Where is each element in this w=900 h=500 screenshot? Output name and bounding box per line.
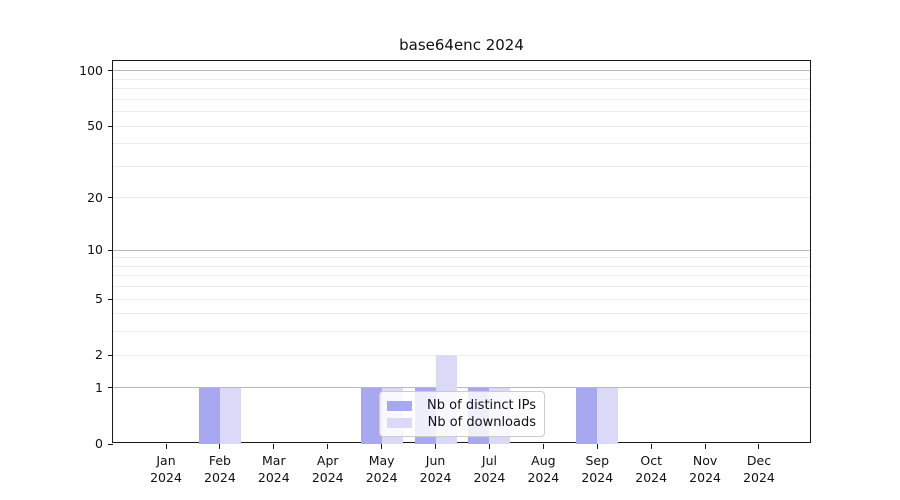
x-tick-month: Jan bbox=[156, 453, 176, 468]
y-axis-tick bbox=[108, 387, 113, 389]
x-axis-tick-label: Sep 2024 bbox=[565, 452, 629, 486]
legend-patch-distinct-ips bbox=[387, 400, 412, 411]
legend-item-downloads: Nb of downloads bbox=[387, 414, 536, 431]
y-axis-tick bbox=[108, 249, 113, 251]
x-tick-month: Jun bbox=[425, 453, 446, 468]
x-tick-year: 2024 bbox=[365, 470, 398, 485]
y-axis-tick bbox=[108, 354, 113, 356]
x-axis-tick bbox=[488, 444, 490, 449]
gridline-minor bbox=[113, 257, 810, 259]
x-axis-tick-label: Aug 2024 bbox=[511, 452, 575, 486]
x-axis-tick-label: Jul 2024 bbox=[457, 452, 521, 486]
y-axis-tick bbox=[108, 298, 113, 300]
legend: Nb of distinct IPs Nb of downloads bbox=[379, 391, 545, 437]
bar-distinct-ips-feb bbox=[198, 387, 220, 444]
gridline-major bbox=[113, 387, 810, 389]
gridline-minor bbox=[113, 313, 810, 315]
gridline-major bbox=[113, 249, 810, 251]
gridline-minor bbox=[113, 143, 810, 145]
x-axis-tick bbox=[327, 444, 329, 449]
x-tick-month: Feb bbox=[208, 453, 231, 468]
x-tick-year: 2024 bbox=[311, 470, 344, 485]
x-tick-year: 2024 bbox=[473, 470, 506, 485]
x-tick-month: Dec bbox=[746, 453, 772, 468]
y-axis-tick-label: 0 bbox=[95, 436, 103, 451]
x-tick-month: Jul bbox=[481, 453, 497, 468]
y-axis-tick-label: 5 bbox=[95, 291, 103, 307]
gridline-minor bbox=[113, 197, 810, 199]
y-axis-tick-label: 20 bbox=[87, 189, 103, 205]
legend-label-distinct-ips: Nb of distinct IPs bbox=[427, 398, 536, 413]
x-tick-year: 2024 bbox=[581, 470, 614, 485]
x-tick-month: Nov bbox=[692, 453, 718, 468]
y-axis-tick-label: 50 bbox=[87, 118, 103, 134]
x-axis-tick-label: Jun 2024 bbox=[404, 452, 468, 486]
x-axis-tick bbox=[596, 444, 598, 449]
x-axis-tick bbox=[704, 444, 706, 449]
x-axis-tick bbox=[381, 444, 383, 449]
y-axis-tick bbox=[108, 443, 113, 445]
legend-item-distinct-ips: Nb of distinct IPs bbox=[387, 397, 536, 414]
x-tick-year: 2024 bbox=[743, 470, 775, 485]
x-axis-tick-label: Oct 2024 bbox=[619, 452, 683, 486]
x-tick-month: Oct bbox=[640, 453, 662, 468]
x-axis-tick-label: Apr 2024 bbox=[296, 452, 360, 486]
x-axis-tick bbox=[273, 444, 275, 449]
y-axis-tick bbox=[108, 197, 113, 199]
gridline-minor bbox=[113, 354, 810, 356]
x-tick-year: 2024 bbox=[257, 470, 290, 485]
x-axis-tick-label: Dec 2024 bbox=[727, 452, 791, 486]
x-axis-tick bbox=[435, 444, 437, 449]
gridline-minor bbox=[113, 165, 810, 167]
gridline-minor bbox=[113, 98, 810, 100]
x-axis-tick bbox=[219, 444, 221, 449]
gridline-minor bbox=[113, 88, 810, 90]
y-axis-tick-label: 1 bbox=[95, 379, 103, 395]
y-axis-tick bbox=[108, 70, 113, 72]
gridline-minor bbox=[113, 111, 810, 113]
x-axis-tick bbox=[542, 444, 544, 449]
x-axis-tick bbox=[758, 444, 760, 449]
x-tick-month: May bbox=[368, 453, 395, 468]
gridline-minor bbox=[113, 265, 810, 267]
x-axis-tick-label: Jan 2024 bbox=[134, 452, 198, 486]
bar-distinct-ips-may bbox=[360, 387, 382, 444]
x-axis-tick bbox=[165, 444, 167, 449]
x-axis-tick bbox=[650, 444, 652, 449]
x-axis-tick-label: Mar 2024 bbox=[242, 452, 306, 486]
gridline-minor bbox=[113, 78, 810, 80]
x-axis-tick-label: Feb 2024 bbox=[188, 452, 252, 486]
gridline-minor bbox=[113, 125, 810, 127]
x-tick-month: Mar bbox=[262, 453, 286, 468]
gridline-minor bbox=[113, 298, 810, 300]
x-tick-month: Aug bbox=[531, 453, 556, 468]
gridline-minor bbox=[113, 286, 810, 288]
x-tick-year: 2024 bbox=[527, 470, 560, 485]
plot-area: 0 1 2 5 10 20 50 100 Jan 2024 Feb 2024 Mar 2024 Apr 202… bbox=[79, 60, 811, 485]
bar-distinct-ips-sep bbox=[576, 387, 598, 444]
x-tick-month: Sep bbox=[585, 453, 610, 468]
y-axis-tick-label: 10 bbox=[87, 242, 103, 258]
bar-downloads-feb bbox=[219, 387, 241, 444]
chart-title: base64enc 2024 bbox=[399, 36, 524, 54]
legend-patch-downloads bbox=[387, 417, 412, 428]
x-tick-year: 2024 bbox=[150, 470, 182, 485]
gridline-minor bbox=[113, 331, 810, 333]
y-axis-tick bbox=[108, 125, 113, 127]
y-axis-tick-label: 100 bbox=[79, 62, 103, 78]
x-tick-month: Apr bbox=[316, 453, 339, 468]
bar-downloads-sep bbox=[597, 387, 619, 444]
x-tick-year: 2024 bbox=[419, 470, 452, 485]
x-axis-tick-label: Nov 2024 bbox=[673, 452, 737, 486]
gridline-major bbox=[113, 70, 810, 72]
x-tick-year: 2024 bbox=[689, 470, 721, 485]
x-tick-year: 2024 bbox=[635, 470, 668, 485]
gridline-minor bbox=[113, 275, 810, 277]
x-tick-year: 2024 bbox=[204, 470, 236, 485]
legend-label-downloads: Nb of downloads bbox=[427, 415, 536, 430]
x-axis-tick-label: May 2024 bbox=[350, 452, 414, 486]
y-axis-tick-label: 2 bbox=[95, 347, 103, 363]
